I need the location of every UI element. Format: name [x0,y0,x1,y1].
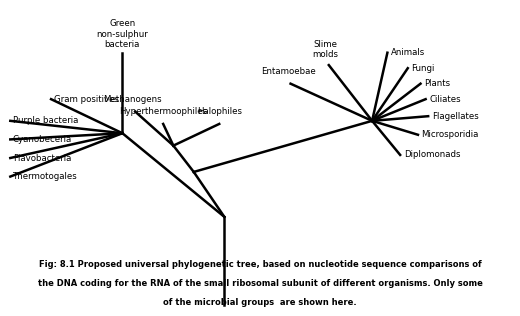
Text: Thermotogales: Thermotogales [13,172,77,181]
Text: Entamoebae: Entamoebae [261,67,316,76]
Text: Flagellates: Flagellates [432,112,478,121]
Text: Fig: 8.1 Proposed universal phylogenetic tree, based on nucleotide sequence comp: Fig: 8.1 Proposed universal phylogenetic… [38,260,482,269]
Text: Methanogens: Methanogens [103,95,162,104]
Text: Gram positives: Gram positives [54,95,119,104]
Text: Microsporidia: Microsporidia [422,130,479,139]
Text: of the microbial groups  are shown here.: of the microbial groups are shown here. [163,297,357,307]
Text: Green
non-sulphur
bacteria: Green non-sulphur bacteria [97,19,148,49]
Text: Hyperthermoophiles: Hyperthermoophiles [119,107,207,116]
Text: Purple bacteria: Purple bacteria [13,116,78,125]
Text: Halophiles: Halophiles [197,107,242,116]
Text: Diplomonads: Diplomonads [404,150,460,159]
Text: Plants: Plants [424,79,450,88]
Text: Cyanobeceria: Cyanobeceria [13,135,72,144]
Text: Slime
molds: Slime molds [312,40,338,59]
Text: Animals: Animals [391,48,425,57]
Text: Ciliates: Ciliates [429,95,461,104]
Text: Fungi: Fungi [411,64,435,73]
Text: the DNA coding for the RNA of the small ribosomal subunit of different organisms: the DNA coding for the RNA of the small … [37,279,483,288]
Text: Flavobacteria: Flavobacteria [13,154,71,162]
